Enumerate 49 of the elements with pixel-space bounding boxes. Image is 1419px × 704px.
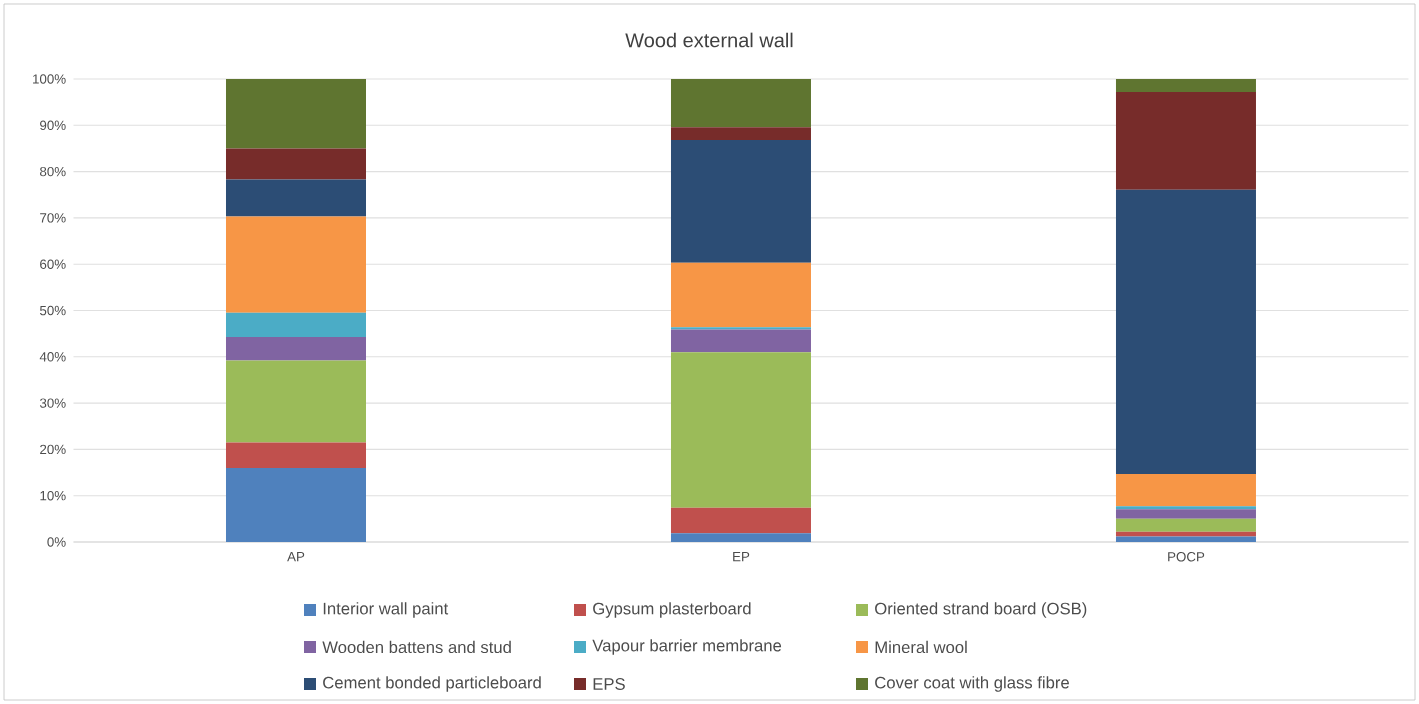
bar xyxy=(1115,536,1256,542)
bar xyxy=(1115,189,1256,474)
bar xyxy=(1115,473,1256,507)
bar xyxy=(1115,506,1256,510)
y-tick-label: 0% xyxy=(47,537,66,547)
y-tick-label: 20% xyxy=(40,444,66,455)
bar xyxy=(226,467,366,542)
bar xyxy=(670,140,811,263)
bar xyxy=(670,507,811,534)
chart-title: Wood external wall xyxy=(625,32,793,48)
bar xyxy=(670,329,811,353)
bar xyxy=(1115,509,1256,519)
bar xyxy=(670,79,811,128)
bar xyxy=(226,312,366,337)
bar xyxy=(226,360,366,443)
legend-label: Mineral wool xyxy=(875,640,967,654)
y-tick-label: 100% xyxy=(33,74,66,84)
bar xyxy=(1115,91,1256,190)
bar xyxy=(670,262,811,328)
bar xyxy=(670,127,811,141)
legend-label: Interior wall paint xyxy=(323,602,449,618)
bar xyxy=(226,79,366,149)
bar xyxy=(226,216,366,313)
y-tick-label: 40% xyxy=(39,352,66,362)
bar xyxy=(670,533,811,542)
bar xyxy=(670,352,811,508)
legend-label: EPS xyxy=(593,678,625,690)
bar xyxy=(226,179,366,217)
legend-label: Vapour barrier membrane xyxy=(592,639,782,655)
bar xyxy=(226,148,366,180)
x-tick-label: AP xyxy=(287,552,305,562)
y-tick-label: 90% xyxy=(40,120,66,131)
legend-label: Cement bonded particleboard xyxy=(323,676,541,692)
bar xyxy=(226,336,366,361)
y-tick-label: 70% xyxy=(40,213,66,223)
bar xyxy=(1115,79,1256,92)
bar xyxy=(226,442,366,468)
legend-label: Cover coat with glass fibre xyxy=(875,676,1069,692)
y-tick-label: 80% xyxy=(40,166,66,177)
x-tick-label: EP xyxy=(733,552,750,562)
bar xyxy=(1115,518,1256,532)
legend-label: Oriented strand board (OSB) xyxy=(875,602,1087,618)
legend-label: Wooden battens and stud xyxy=(322,640,511,654)
legend-label: Gypsum plasterboard xyxy=(593,602,751,618)
y-tick-label: 10% xyxy=(40,490,66,501)
y-tick-label: 30% xyxy=(39,398,66,408)
y-tick-label: 50% xyxy=(39,305,66,316)
x-tick-label: POCP xyxy=(1168,552,1205,562)
y-tick-label: 60% xyxy=(40,259,66,269)
